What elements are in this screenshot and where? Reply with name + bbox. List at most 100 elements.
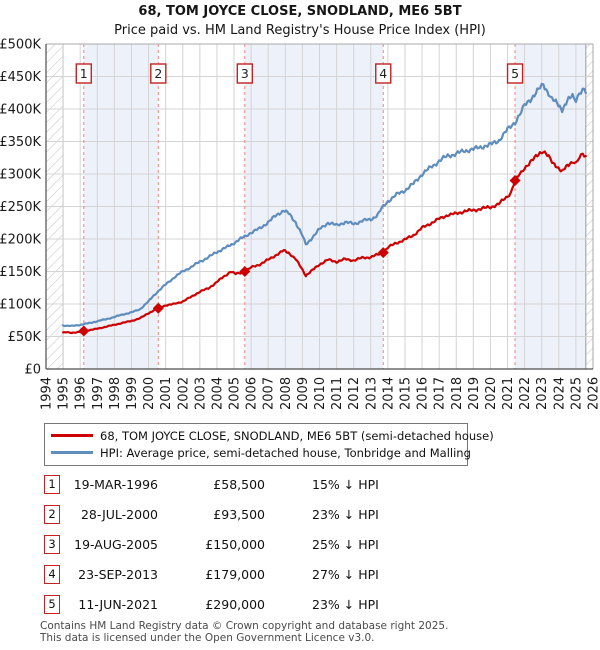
y-tick-label: £250K xyxy=(0,200,41,215)
sale-marker-4 xyxy=(377,247,389,259)
x-tick-label: 2021 xyxy=(501,377,516,410)
sale-price: £179,000 xyxy=(205,567,265,582)
sale-marker-1 xyxy=(78,325,90,337)
sale-marker-5 xyxy=(509,175,521,186)
x-tick-label: 1996 xyxy=(74,377,89,410)
y-tick-label: £300K xyxy=(0,168,41,183)
y-tick-label: £350K xyxy=(0,135,41,150)
x-tick-label: 1999 xyxy=(125,377,140,410)
x-tick-label: 2017 xyxy=(433,377,448,410)
sale-flag-5 xyxy=(506,63,524,84)
x-tick-label: 2013 xyxy=(364,377,379,410)
hpi-series-line xyxy=(62,82,587,328)
y-tick-label: £100K xyxy=(0,298,41,313)
table-row: 2 28-JUL-2000 £93,500 23% ↓ HPI xyxy=(44,503,564,533)
sale-number-badge: 4 xyxy=(44,565,60,584)
y-tick-label: £0 xyxy=(24,363,41,378)
sale-date: 11-JUN-2021 xyxy=(78,597,158,612)
x-tick-label: 2014 xyxy=(381,377,396,410)
y-tick-label: £500K xyxy=(0,38,41,53)
sale-price: £58,500 xyxy=(213,477,265,492)
x-tick-label: 2018 xyxy=(450,377,465,410)
x-tick-label: 2006 xyxy=(245,377,260,410)
legend-label-property: 68, TOM JOYCE CLOSE, SNODLAND, ME6 5BT (… xyxy=(100,429,494,443)
price-history-chart: 1 2 3 4 5 £0 £50K £100K £150K £200K £250K £300K £350… xyxy=(0,38,600,411)
y-tick-label: £150K xyxy=(0,265,41,280)
x-tick-label: 2025 xyxy=(569,377,584,410)
x-tick-label: 2001 xyxy=(159,377,174,410)
sales-table: 1 19-MAR-1996 £58,500 15% ↓ HPI 2 28-JUL-2000… xyxy=(44,473,564,623)
table-row: 3 19-AUG-2005 £150,000 25% ↓ HPI xyxy=(44,533,564,563)
chart-subtitle: Price paid vs. HM Land Registry's House … xyxy=(114,23,486,38)
sale-flag-number-4: 4 xyxy=(379,66,387,81)
x-tick-label: 2009 xyxy=(296,377,311,410)
sale-flag-number-1: 1 xyxy=(80,66,88,81)
x-tick-label: 2024 xyxy=(552,377,567,410)
sale-marker-3 xyxy=(239,266,251,277)
sale-flag-4 xyxy=(375,63,392,84)
y-tick-label: £450K xyxy=(0,70,41,85)
y-tick-label: £200K xyxy=(0,233,41,248)
sale-hpi-change: 23% ↓ HPI xyxy=(312,507,379,522)
x-tick-label: 2003 xyxy=(193,377,208,410)
sale-hpi-change: 27% ↓ HPI xyxy=(312,567,379,582)
x-tick-label: 2004 xyxy=(210,377,225,410)
y-tick-label: £400K xyxy=(0,103,41,118)
sale-price: £290,000 xyxy=(205,597,265,612)
sale-flag-2 xyxy=(150,63,167,84)
sale-date: 23-SEP-2013 xyxy=(78,567,158,582)
x-tick-label: 1995 xyxy=(57,377,72,410)
x-tick-label: 2000 xyxy=(142,377,157,410)
sale-flag-3 xyxy=(236,63,254,84)
footer-licence: This data is licensed under the Open Gov… xyxy=(40,632,375,644)
footer-copyright: Contains HM Land Registry data © Crown c… xyxy=(40,620,449,632)
x-tick-label: 1997 xyxy=(91,377,106,410)
table-row: 1 19-MAR-1996 £58,500 15% ↓ HPI xyxy=(44,473,564,503)
sale-flag-number-2: 2 xyxy=(154,66,162,81)
legend-row-property: 68, TOM JOYCE CLOSE, SNODLAND, ME6 5BT (… xyxy=(45,428,494,444)
sale-flag-1 xyxy=(75,63,92,84)
x-tick-label: 1998 xyxy=(108,377,123,410)
sale-price: £150,000 xyxy=(205,537,265,552)
table-row: 5 11-JUN-2021 £290,000 23% ↓ HPI xyxy=(44,593,564,623)
sale-price: £93,500 xyxy=(213,507,265,522)
x-tick-label: 2005 xyxy=(228,377,243,410)
sale-number-badge: 5 xyxy=(44,595,60,614)
sale-hpi-change: 23% ↓ HPI xyxy=(312,597,379,612)
x-tick-label: 2010 xyxy=(313,377,328,410)
sale-number-badge: 2 xyxy=(44,505,60,524)
x-tick-label: 1994 xyxy=(40,377,55,410)
sale-number-badge: 3 xyxy=(44,535,60,554)
sale-number-badge: 1 xyxy=(44,475,60,494)
hpi-line-swatch xyxy=(51,451,93,454)
sale-hpi-change: 15% ↓ HPI xyxy=(312,477,379,492)
x-tick-label: 2012 xyxy=(347,377,362,410)
x-tick-label: 2020 xyxy=(484,377,499,410)
property-series-line xyxy=(62,150,587,335)
chart-title: 68, TOM JOYCE CLOSE, SNODLAND, ME6 5BT xyxy=(138,4,462,19)
legend-label-hpi: HPI: Average price, semi-detached house,… xyxy=(100,446,471,460)
sale-hpi-change: 25% ↓ HPI xyxy=(312,537,379,552)
sale-flag-number-3: 3 xyxy=(241,66,249,81)
y-tick-label: £50K xyxy=(8,330,42,345)
sale-date: 19-MAR-1996 xyxy=(73,477,158,492)
sale-marker-2 xyxy=(152,302,164,314)
property-line-swatch xyxy=(51,434,93,437)
sale-date: 19-AUG-2005 xyxy=(74,537,158,552)
x-tick-label: 2026 xyxy=(587,377,600,410)
x-tick-label: 2007 xyxy=(262,377,277,410)
x-tick-label: 2023 xyxy=(535,377,550,410)
sale-date: 28-JUL-2000 xyxy=(80,507,158,522)
x-tick-label: 2022 xyxy=(518,377,533,410)
x-tick-label: 2008 xyxy=(279,377,294,410)
x-tick-label: 2015 xyxy=(398,377,413,410)
table-row: 4 23-SEP-2013 £179,000 27% ↓ HPI xyxy=(44,563,564,593)
x-tick-label: 2019 xyxy=(467,377,482,410)
x-tick-label: 2016 xyxy=(416,377,431,410)
x-tick-label: 2002 xyxy=(176,377,191,410)
legend-row-hpi: HPI: Average price, semi-detached house,… xyxy=(45,445,471,461)
sale-flag-number-5: 5 xyxy=(511,66,519,81)
x-tick-label: 2011 xyxy=(330,377,345,410)
legend: 68, TOM JOYCE CLOSE, SNODLAND, ME6 5BT (… xyxy=(44,423,494,466)
